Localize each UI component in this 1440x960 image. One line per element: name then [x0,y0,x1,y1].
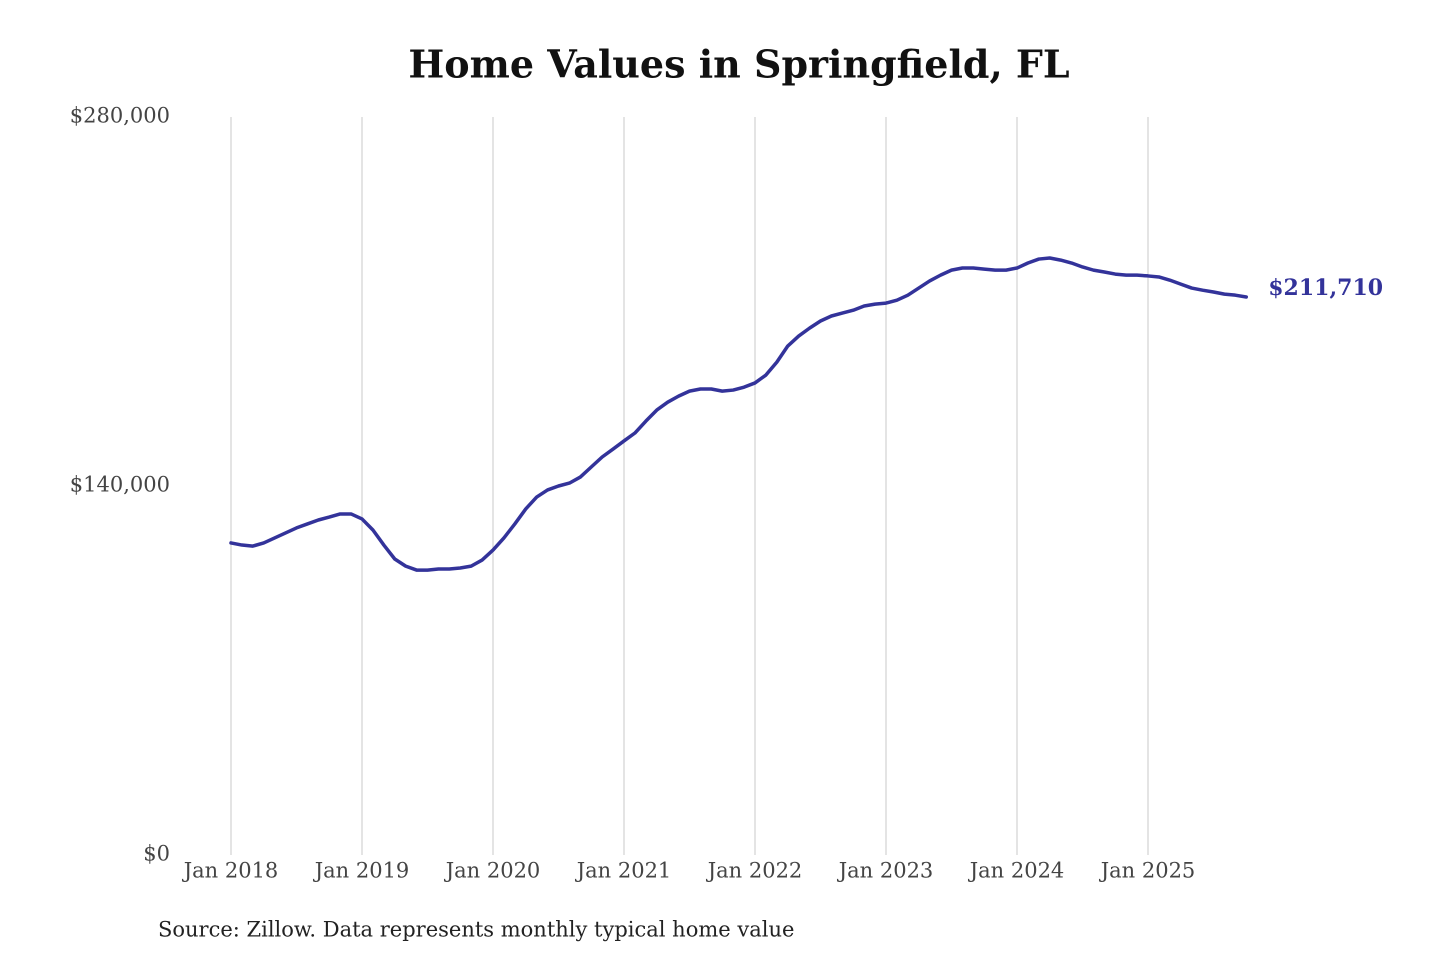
x-tick-label: Jan 2022 [706,859,803,883]
chart-title: Home Values in Springfield, FL [408,42,1069,87]
source-note: Source: Zillow. Data represents monthly … [158,918,794,942]
x-tick-label: Jan 2020 [444,859,541,883]
line-series [229,256,1248,572]
x-tick-label: Jan 2021 [575,859,672,883]
x-tick-label: Jan 2024 [968,859,1065,883]
x-tick-label: Jan 2025 [1099,859,1196,883]
x-tick-label: Jan 2018 [182,859,279,883]
x-tick-label: Jan 2023 [837,859,934,883]
y-tick-label: $0 [143,842,170,866]
x-tick-label: Jan 2019 [313,859,410,883]
y-tick-label: $140,000 [70,473,170,497]
value-label: $211,710 [1268,275,1383,301]
y-tick-label: $280,000 [70,104,170,128]
